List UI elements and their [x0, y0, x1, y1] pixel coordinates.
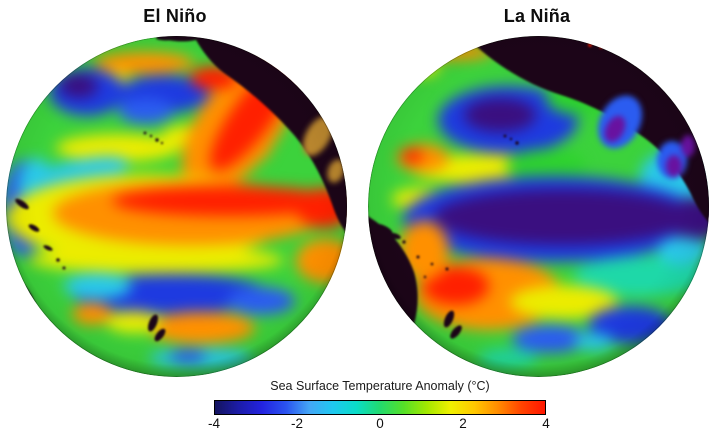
tick-neg4: -4 — [207, 416, 221, 431]
globe-rim — [368, 36, 709, 377]
limb-shading — [6, 36, 347, 377]
title-la-nina: La Niña — [503, 6, 571, 26]
globe-rim — [6, 36, 347, 377]
colorbar-ticks: -4 -2 0 2 4 — [208, 416, 550, 432]
globe-el-nino — [6, 36, 347, 377]
tick-0: 0 — [376, 416, 384, 431]
tick-neg2: -2 — [290, 416, 304, 431]
title-el-nino: El Niño — [143, 6, 207, 26]
colorbar-gradient — [214, 400, 546, 415]
colorbar-label: Sea Surface Temperature Anomaly (°C) — [270, 379, 490, 393]
limb-shading — [368, 36, 709, 377]
tick-4: 4 — [542, 416, 550, 431]
tick-2: 2 — [459, 416, 467, 431]
globe-la-nina — [368, 36, 709, 377]
